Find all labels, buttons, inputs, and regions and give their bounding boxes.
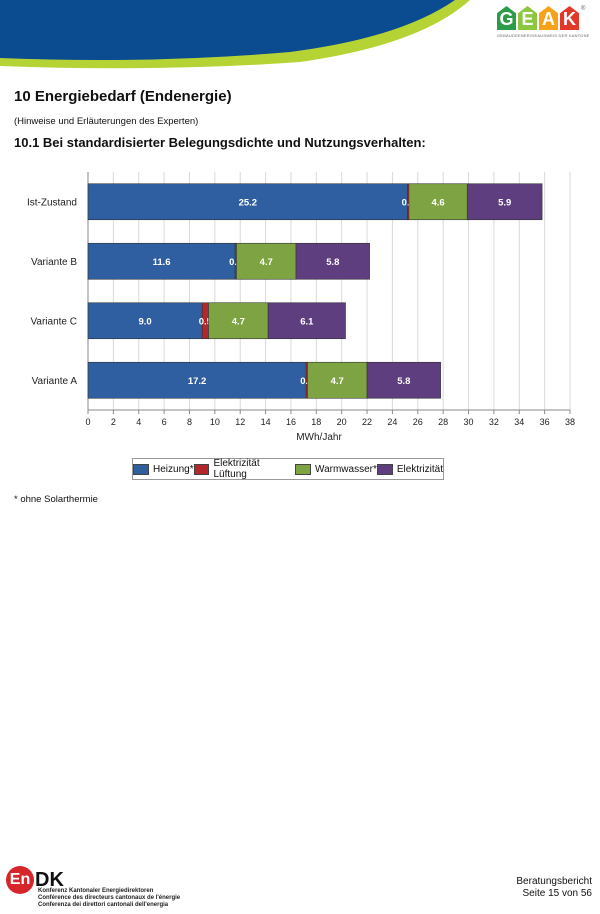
data-label: 4.7 [260,257,273,268]
bar-segment [236,242,297,280]
endk-dk: DK [35,868,64,891]
category-label: Ist-Zustand [27,197,77,208]
geak-logo-letter: G [497,6,516,30]
x-tick-label: 32 [489,417,499,427]
bar-segment [87,361,307,399]
endk-line-1: Konferenz Kantonaler Energiedirektoren [38,888,154,894]
bar-segment [466,183,543,221]
endk-line-3: Conferenza dei direttori cantonali dell'… [38,902,169,908]
x-tick-label: 20 [337,417,347,427]
data-label: 0.5 [199,316,213,327]
data-label: 5.8 [326,257,339,268]
x-tick-label: 22 [362,417,372,427]
chart-legend: Heizung* Elektrizität Lüftung Warmwasser* E… [132,458,444,480]
x-tick-label: 10 [210,417,220,427]
legend-item: Warmwasser* [295,463,377,475]
x-tick-label: 0 [85,417,90,427]
section-title: 10 Energiebedarf (Endenergie) [14,88,232,105]
x-tick-label: 28 [438,417,448,427]
legend-item: Heizung* [133,463,194,475]
registered-mark: ® [581,6,586,12]
data-label: 11.6 [153,257,171,268]
data-label: 6.1 [300,316,314,327]
category-label: Variante A [32,376,78,387]
header-banner [0,0,470,69]
bar-segment [307,361,368,399]
legend-label: Elektrizität [396,463,443,475]
data-label: 5.9 [498,197,511,208]
legend-swatch [193,463,210,475]
x-tick-label: 6 [162,417,167,427]
legend-item: Elektrizität [376,463,443,475]
x-tick-label: 4 [136,417,141,427]
endk-circle: En [6,866,34,894]
data-label: 17.2 [188,376,207,387]
x-tick-label: 16 [286,417,296,427]
page-number: Seite 15 von 56 [522,888,593,899]
bar-segment [366,361,441,399]
x-tick-label: 2 [111,417,116,427]
data-label: 9.0 [138,316,151,327]
legend-label: Heizung* [153,463,194,475]
legend-swatch [133,463,149,475]
bar-segment [87,183,408,221]
legend-item: Elektrizität Lüftung [193,458,295,480]
legend-label: Warmwasser* [315,463,377,475]
section-note: (Hinweise und Erläuterungen des Experten… [14,116,199,127]
x-tick-label: 26 [413,417,423,427]
bar-segment [267,302,346,340]
energy-demand-chart: 0 2 4 6 8 10 12 14 16 18 20 22 24 26 28 30 32 34 36 38MWh/J… [27,172,575,443]
bar-segment [87,242,236,280]
x-tick-label: 38 [565,417,575,427]
x-tick-label: 34 [514,417,524,427]
legend-swatch [376,463,393,475]
x-tick-label: 30 [464,417,474,427]
x-tick-label: 12 [235,417,245,427]
endk-text: Konferenz Kantonaler Energiedirektoren C… [38,888,180,909]
endk-mark: En DK [6,866,64,894]
x-axis-label: MWh/Jahr [296,432,342,443]
legend-label: Elektrizität Lüftung [213,458,260,480]
data-label: 5.8 [397,376,410,387]
bar-segment [408,183,468,221]
data-label: 25.2 [239,197,258,208]
category-label: Variante C [30,316,77,327]
x-tick-label: 14 [261,417,271,427]
geak-logo-subtitle: GEBÄUDEENERGIEAUSWEIS DER KANTONE [497,33,590,38]
legend-swatch [295,463,312,475]
report-name: Beratungsbericht [516,876,592,887]
bar-segment [295,242,370,280]
footnote: * ohne Solarthermie [14,494,98,505]
x-tick-label: 8 [187,417,192,427]
endk-line-2: Conférence des directeurs cantonaux de l… [38,895,181,901]
geak-logo-letter: E [518,6,537,30]
banner-blue-swoosh [0,0,455,60]
data-label: 4.6 [431,197,444,208]
x-tick-label: 36 [540,417,550,427]
data-label: 4.7 [232,316,245,327]
section-subtitle: 10.1 Bei standardisierter Belegungsdicht… [14,135,426,150]
category-label: Variante B [31,257,77,268]
data-label: 4.7 [331,376,344,387]
geak-logo-letter: A [539,6,558,30]
endk-logo: En DK Konferenz Kantonaler Energiedirekt… [6,866,180,908]
bar-segment [208,302,269,340]
geak-logo-letter: K [560,6,579,30]
bar-segment [87,302,203,340]
x-tick-label: 24 [387,417,397,427]
x-tick-label: 18 [311,417,321,427]
page-footer: Beratungsbericht Seite 15 von 56 [516,876,592,900]
